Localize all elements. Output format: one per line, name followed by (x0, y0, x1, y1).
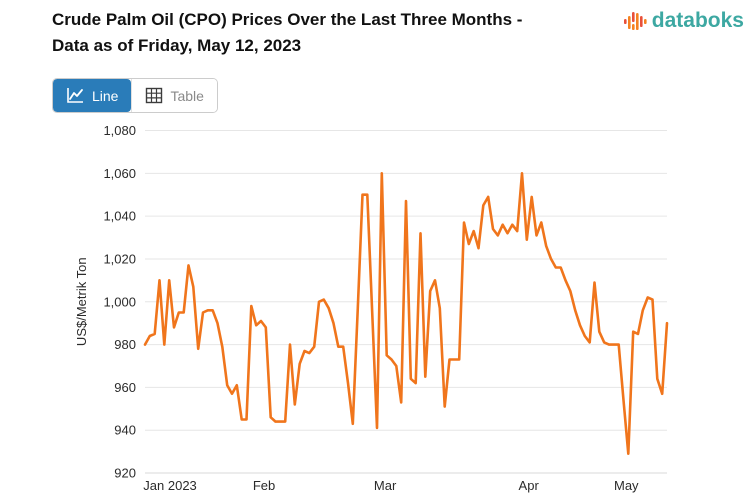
x-tick-label: Mar (374, 478, 397, 493)
y-tick-label: 940 (114, 423, 136, 438)
databoks-logo[interactable]: databoks (623, 8, 744, 34)
line-chart-icon (66, 87, 85, 104)
table-grid-icon (145, 87, 163, 104)
y-gridlines (145, 130, 667, 474)
y-tick-label: 920 (114, 466, 136, 481)
y-tick-label: 1,080 (103, 123, 136, 138)
table-view-label: Table (170, 87, 204, 104)
x-tick-label: Apr (519, 478, 540, 493)
x-tick-label: May (614, 478, 639, 493)
chart-view-toggle: Line Table (52, 78, 218, 113)
page-title-line1: Crude Palm Oil (CPO) Prices Over the Las… (52, 10, 523, 29)
y-tick-label: 1,020 (103, 251, 136, 266)
y-axis-labels: 1,080 1,060 1,040 1,020 1,000 980 960 940 920 (103, 123, 136, 481)
table-view-button[interactable]: Table (131, 79, 217, 112)
page-title: Crude Palm Oil (CPO) Prices Over the Las… (52, 7, 612, 59)
y-tick-label: 1,000 (103, 294, 136, 309)
x-axis-labels: Jan 2023 Feb Mar Apr May (143, 478, 639, 493)
y-tick-label: 980 (114, 337, 136, 352)
databoks-logo-text: databoks (651, 9, 744, 32)
line-view-button[interactable]: Line (53, 79, 132, 112)
y-axis-title: US$/Metrik Ton (74, 257, 89, 346)
databoks-bars-icon (623, 8, 649, 34)
y-tick-label: 1,060 (103, 166, 136, 181)
x-tick-label: Feb (253, 478, 275, 493)
y-tick-label: 1,040 (103, 209, 136, 224)
line-view-label: Line (92, 87, 119, 104)
price-line-series[interactable] (143, 172, 669, 455)
y-tick-label: 960 (114, 380, 136, 395)
x-tick-label: Jan 2023 (143, 478, 197, 493)
page-title-line2: Data as of Friday, May 12, 2023 (52, 36, 302, 55)
